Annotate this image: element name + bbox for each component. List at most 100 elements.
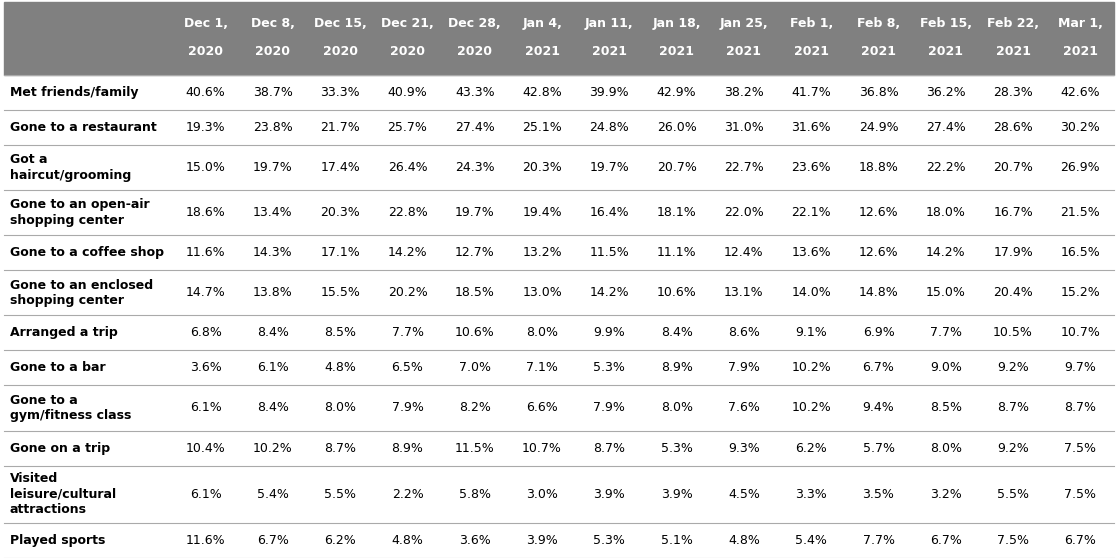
Text: 5.5%: 5.5% (997, 488, 1029, 501)
Text: 6.2%: 6.2% (324, 534, 357, 547)
Text: Dec 28,: Dec 28, (448, 17, 501, 30)
Text: 7.9%: 7.9% (391, 401, 424, 415)
Text: Feb 1,: Feb 1, (789, 17, 833, 30)
Text: 41.7%: 41.7% (792, 86, 831, 99)
Text: 3.9%: 3.9% (594, 488, 625, 501)
Text: 42.6%: 42.6% (1061, 86, 1100, 99)
Text: Feb 8,: Feb 8, (856, 17, 900, 30)
Text: Gone on a trip: Gone on a trip (10, 441, 111, 455)
Text: 42.9%: 42.9% (657, 86, 697, 99)
Text: 6.7%: 6.7% (863, 362, 894, 374)
Text: 6.7%: 6.7% (1064, 534, 1097, 547)
Text: Jan 18,: Jan 18, (653, 17, 701, 30)
Text: 19.7%: 19.7% (455, 206, 494, 219)
Text: 2021: 2021 (524, 45, 560, 58)
Text: 2020: 2020 (457, 45, 492, 58)
Text: 28.3%: 28.3% (993, 86, 1033, 99)
Text: 3.9%: 3.9% (527, 534, 558, 547)
Text: 19.3%: 19.3% (186, 121, 226, 134)
Bar (4, 145, 1114, 190)
Text: 10.5%: 10.5% (993, 326, 1033, 339)
Text: 5.7%: 5.7% (862, 441, 894, 455)
Text: Gone to a bar: Gone to a bar (10, 362, 105, 374)
Text: 6.7%: 6.7% (930, 534, 961, 547)
Text: 9.4%: 9.4% (863, 401, 894, 415)
Text: 11.6%: 11.6% (186, 246, 226, 259)
Text: 20.7%: 20.7% (656, 161, 697, 174)
Text: 24.3%: 24.3% (455, 161, 494, 174)
Text: 6.6%: 6.6% (527, 401, 558, 415)
Text: 13.6%: 13.6% (792, 246, 831, 259)
Bar (4, 386, 1114, 431)
Text: Dec 21,: Dec 21, (381, 17, 434, 30)
Text: 7.6%: 7.6% (728, 401, 760, 415)
Text: 13.4%: 13.4% (253, 206, 293, 219)
Text: 6.1%: 6.1% (190, 488, 221, 501)
Text: 39.9%: 39.9% (589, 86, 629, 99)
Text: 28.6%: 28.6% (993, 121, 1033, 134)
Text: 27.4%: 27.4% (455, 121, 494, 134)
Text: 8.2%: 8.2% (458, 401, 491, 415)
Text: 2021: 2021 (794, 45, 828, 58)
Text: 18.0%: 18.0% (926, 206, 966, 219)
Text: Gone to an enclosed
shopping center: Gone to an enclosed shopping center (10, 278, 153, 307)
Text: 8.7%: 8.7% (324, 441, 357, 455)
Text: 22.1%: 22.1% (792, 206, 831, 219)
Text: Dec 15,: Dec 15, (314, 17, 367, 30)
Text: 5.3%: 5.3% (594, 362, 625, 374)
Text: 8.5%: 8.5% (930, 401, 961, 415)
Text: Mar 1,: Mar 1, (1058, 17, 1102, 30)
Text: 21.7%: 21.7% (321, 121, 360, 134)
Text: 8.4%: 8.4% (257, 326, 288, 339)
Text: 19.7%: 19.7% (253, 161, 293, 174)
Text: 8.7%: 8.7% (594, 441, 625, 455)
Text: 15.0%: 15.0% (926, 286, 966, 299)
Text: 11.5%: 11.5% (455, 441, 494, 455)
Text: 10.2%: 10.2% (792, 401, 831, 415)
Text: 2021: 2021 (995, 45, 1031, 58)
Text: 5.3%: 5.3% (594, 534, 625, 547)
Text: 14.2%: 14.2% (388, 246, 427, 259)
Bar (4, 431, 1114, 465)
Text: 26.4%: 26.4% (388, 161, 427, 174)
Text: 7.1%: 7.1% (527, 362, 558, 374)
Text: 8.5%: 8.5% (324, 326, 357, 339)
Text: 7.0%: 7.0% (458, 362, 491, 374)
Text: 30.2%: 30.2% (1061, 121, 1100, 134)
Text: 8.0%: 8.0% (661, 401, 693, 415)
Text: 2021: 2021 (591, 45, 627, 58)
Text: 24.9%: 24.9% (859, 121, 898, 134)
Text: 3.2%: 3.2% (930, 488, 961, 501)
Text: 10.6%: 10.6% (656, 286, 697, 299)
Text: 11.1%: 11.1% (657, 246, 697, 259)
Text: 19.4%: 19.4% (522, 206, 562, 219)
Text: 8.0%: 8.0% (527, 326, 558, 339)
Text: 38.7%: 38.7% (253, 86, 293, 99)
Text: Played sports: Played sports (10, 534, 105, 547)
Text: Gone to an open-air
shopping center: Gone to an open-air shopping center (10, 199, 150, 227)
Text: 3.0%: 3.0% (527, 488, 558, 501)
Text: 6.7%: 6.7% (257, 534, 288, 547)
Text: 6.2%: 6.2% (795, 441, 827, 455)
Text: 20.3%: 20.3% (522, 161, 562, 174)
Text: 2020: 2020 (255, 45, 291, 58)
Text: 3.3%: 3.3% (795, 488, 827, 501)
Text: 12.4%: 12.4% (724, 246, 764, 259)
Text: 5.4%: 5.4% (795, 534, 827, 547)
Text: 9.0%: 9.0% (930, 362, 961, 374)
Text: 24.8%: 24.8% (589, 121, 629, 134)
Text: 6.8%: 6.8% (190, 326, 221, 339)
Text: 22.7%: 22.7% (724, 161, 764, 174)
Text: 13.1%: 13.1% (724, 286, 764, 299)
Text: 25.7%: 25.7% (388, 121, 427, 134)
Text: 5.4%: 5.4% (257, 488, 288, 501)
Text: 2020: 2020 (188, 45, 224, 58)
Text: 2021: 2021 (660, 45, 694, 58)
Text: 8.7%: 8.7% (1064, 401, 1097, 415)
Text: 8.4%: 8.4% (661, 326, 692, 339)
Text: 38.2%: 38.2% (724, 86, 764, 99)
Text: 22.2%: 22.2% (926, 161, 966, 174)
Text: 10.2%: 10.2% (253, 441, 293, 455)
Text: 7.5%: 7.5% (997, 534, 1029, 547)
Text: 11.5%: 11.5% (589, 246, 629, 259)
